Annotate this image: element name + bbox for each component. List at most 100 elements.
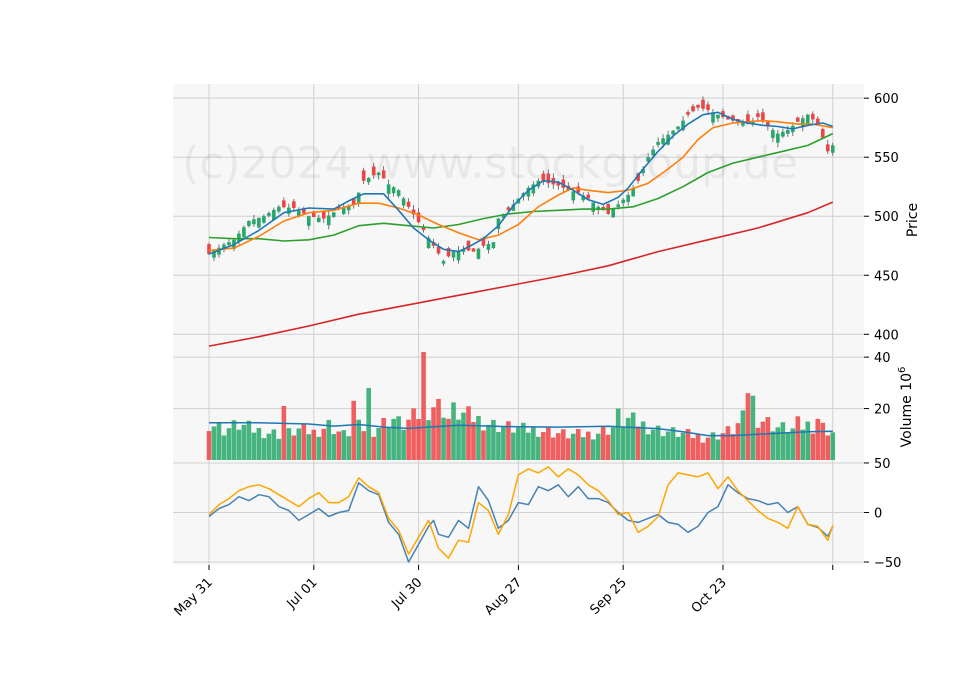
volume-bar bbox=[580, 437, 586, 460]
volume-bar bbox=[281, 406, 287, 460]
volume-bar bbox=[256, 427, 262, 460]
candle-body bbox=[476, 248, 481, 259]
volume-bar bbox=[316, 436, 322, 460]
candle-body bbox=[636, 173, 640, 181]
candle-body bbox=[681, 120, 685, 131]
volume-bar bbox=[790, 428, 796, 460]
volume-bar bbox=[406, 419, 411, 460]
candle-body bbox=[711, 112, 715, 123]
candle-body bbox=[292, 201, 296, 208]
watermark-text: (c)2024 www.stockgroup.de bbox=[182, 138, 798, 189]
volume-bar bbox=[665, 431, 671, 460]
volume-bar bbox=[655, 425, 661, 460]
candle-body bbox=[496, 218, 501, 230]
volume-bar bbox=[506, 421, 511, 460]
candle-body bbox=[247, 220, 251, 227]
volume-bar bbox=[216, 422, 222, 460]
volume-bar bbox=[560, 429, 566, 460]
candle-body bbox=[776, 133, 780, 143]
candle-body bbox=[287, 207, 291, 214]
volume-bar bbox=[211, 426, 217, 460]
candle-body bbox=[696, 104, 700, 108]
volume-bar bbox=[446, 418, 451, 460]
candle-body bbox=[346, 205, 351, 211]
volume-bar bbox=[541, 432, 546, 460]
volume-bar bbox=[391, 418, 396, 460]
volume-bar bbox=[755, 427, 761, 460]
volume-bar bbox=[565, 438, 571, 460]
volume-bar bbox=[371, 436, 376, 460]
candle-body bbox=[820, 128, 825, 138]
volume-bar bbox=[341, 430, 347, 460]
candle-body bbox=[786, 130, 790, 134]
candlesticks bbox=[207, 96, 835, 267]
candle-body bbox=[262, 216, 266, 223]
candle-body bbox=[766, 121, 770, 127]
volume-bar bbox=[306, 434, 312, 460]
candle-body bbox=[576, 186, 581, 193]
volume-bar bbox=[476, 416, 481, 460]
candle-body bbox=[277, 206, 281, 212]
volume-bar bbox=[416, 418, 421, 460]
candle-body bbox=[381, 170, 386, 179]
price-axis-label: Price bbox=[905, 203, 921, 237]
volume-bar bbox=[236, 429, 242, 460]
volume-bar bbox=[456, 419, 461, 460]
volume-y-tick-label: 20 bbox=[874, 403, 891, 418]
price-y-tick-label: 600 bbox=[874, 92, 899, 107]
volume-bar bbox=[551, 437, 556, 460]
candle-body bbox=[316, 217, 321, 222]
volume-bar bbox=[246, 420, 252, 460]
volume-bar bbox=[795, 416, 801, 460]
candle-body bbox=[591, 202, 596, 212]
candle-body bbox=[207, 244, 211, 255]
candle-body bbox=[586, 194, 591, 199]
candle-body bbox=[651, 149, 655, 156]
volume-bar bbox=[426, 420, 431, 460]
volume-bar bbox=[830, 432, 836, 460]
volume-bar bbox=[481, 430, 486, 460]
candle-body bbox=[486, 243, 491, 250]
volume-bar bbox=[660, 436, 666, 460]
volume-y-tick-label: 40 bbox=[874, 351, 891, 366]
volume-bar bbox=[221, 435, 227, 460]
volume-bars bbox=[206, 352, 836, 460]
volume-bar bbox=[411, 408, 416, 460]
candle-body bbox=[227, 242, 231, 246]
volume-bar bbox=[630, 412, 636, 460]
x-tick-label: Jul 01 bbox=[284, 575, 321, 612]
volume-bar bbox=[226, 428, 232, 460]
volume-bar bbox=[680, 432, 686, 460]
volume-bar bbox=[261, 438, 267, 460]
volume-bar bbox=[491, 419, 496, 460]
candle-body bbox=[751, 120, 755, 125]
volume-bar bbox=[805, 421, 811, 460]
x-tick-label: May 31 bbox=[172, 575, 216, 619]
volume-bar bbox=[331, 434, 337, 460]
candle-body bbox=[781, 131, 785, 137]
candle-body bbox=[626, 194, 630, 202]
candle-body bbox=[386, 184, 391, 194]
candle-body bbox=[666, 134, 670, 145]
volume-bar bbox=[376, 428, 381, 460]
candle-body bbox=[272, 209, 276, 220]
volume-bar bbox=[556, 433, 561, 460]
volume-bar bbox=[511, 432, 516, 460]
volume-bar bbox=[720, 433, 726, 460]
x-tick-label: Sep 25 bbox=[587, 575, 630, 618]
price-y-tick-label: 550 bbox=[874, 151, 899, 166]
candle-body bbox=[491, 242, 496, 249]
candle-body bbox=[771, 130, 775, 139]
candle-body bbox=[401, 198, 406, 206]
volume-bar bbox=[251, 432, 257, 460]
candle-body bbox=[242, 227, 246, 238]
volume-bar bbox=[770, 431, 776, 460]
volume-bar bbox=[266, 433, 272, 460]
candle-body bbox=[391, 187, 396, 194]
volume-bar bbox=[700, 442, 706, 460]
volume-bar bbox=[271, 429, 277, 460]
volume-bar bbox=[386, 427, 391, 460]
candle-body bbox=[761, 112, 765, 122]
candle-body bbox=[806, 114, 810, 124]
price-y-tick-label: 500 bbox=[874, 210, 899, 225]
